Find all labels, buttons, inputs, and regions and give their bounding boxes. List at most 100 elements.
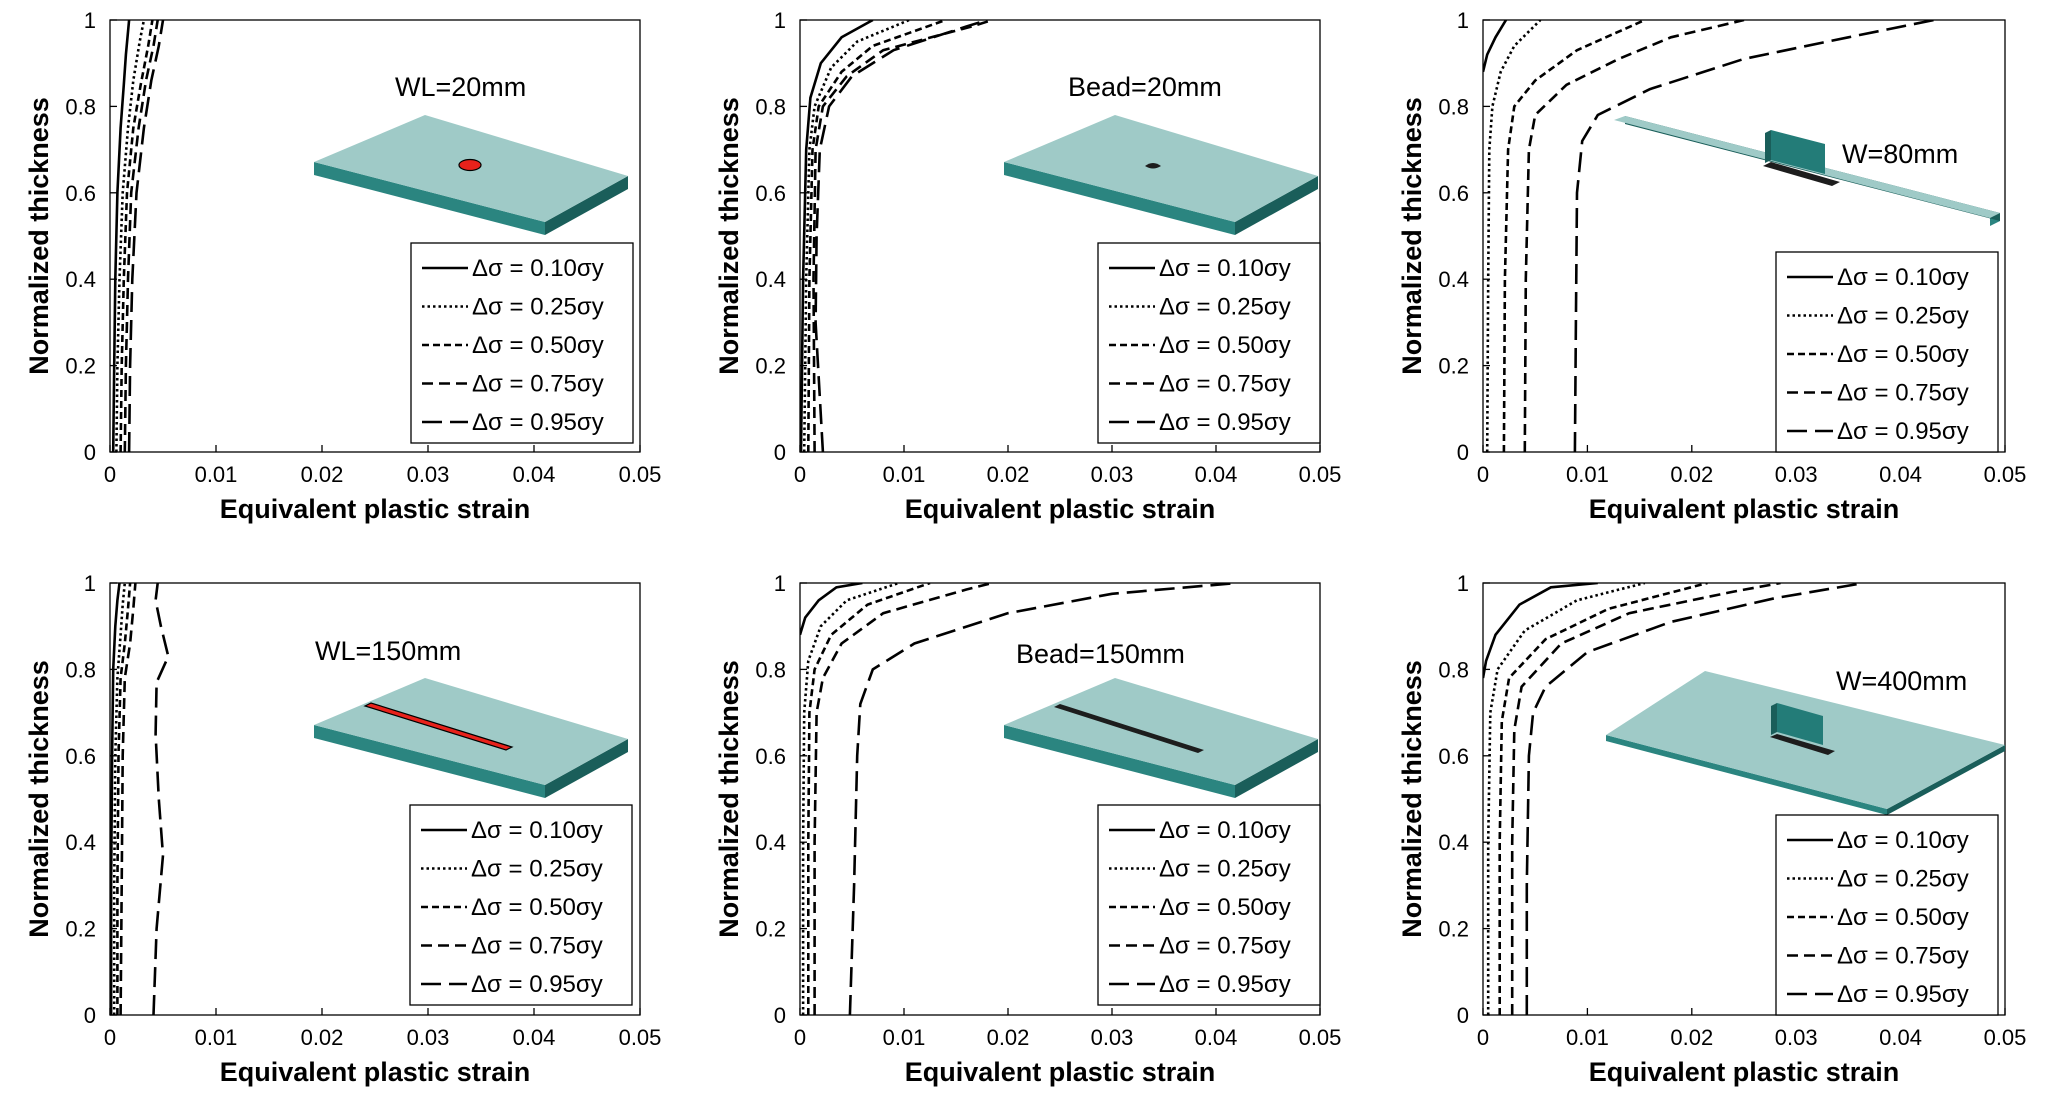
chart-panel-5: 0 0.01 0.02 0.03 0.04 0.05 0 0.2 0.4 0.6 0.8 1 Equiv… bbox=[714, 571, 1341, 1087]
series-line-4 bbox=[123, 20, 159, 452]
x-tick-label: 0.02 bbox=[301, 1025, 344, 1050]
y-tick-label: 1 bbox=[774, 8, 786, 33]
y-tick-label: 0.2 bbox=[65, 354, 96, 379]
legend-entry: Δσ = 0.75σy bbox=[472, 371, 604, 398]
y-tick-label: 0 bbox=[774, 1003, 786, 1028]
x-tick-label: 0 bbox=[1477, 462, 1489, 487]
legend-entry: Δσ = 0.10σy bbox=[1159, 817, 1291, 844]
y-tick-label: 1 bbox=[1457, 571, 1469, 596]
legend-entry: Δσ = 0.50σy bbox=[1159, 332, 1291, 359]
plate-side bbox=[1235, 739, 1318, 798]
legend-entry: Δσ = 0.10σy bbox=[1159, 255, 1291, 282]
legend-entry: Δσ = 0.95σy bbox=[1159, 971, 1291, 998]
x-axis-title: Equivalent plastic strain bbox=[1589, 1057, 1900, 1087]
legend-entry: Δσ = 0.10σy bbox=[472, 255, 604, 282]
x-axis-title: Equivalent plastic strain bbox=[220, 494, 531, 524]
specimen-label: WL=150mm bbox=[315, 636, 461, 666]
legend-entry: Δσ = 0.95σy bbox=[1837, 981, 1969, 1008]
x-tick-label: 0.01 bbox=[883, 1025, 926, 1050]
series-line-2 bbox=[801, 583, 900, 1015]
x-tick-label: 0.02 bbox=[1670, 1025, 1713, 1050]
y-tick-label: 0.4 bbox=[1438, 267, 1469, 292]
legend-entry: Δσ = 0.25σy bbox=[1159, 856, 1291, 883]
plot-area bbox=[109, 19, 641, 453]
y-tick-label: 0.4 bbox=[755, 267, 786, 292]
specimen-inset bbox=[1004, 678, 1318, 798]
legend-entry: Δσ = 0.10σy bbox=[1837, 264, 1969, 291]
y-axis-title: Normalized thickness bbox=[714, 660, 744, 938]
x-tick-label: 0.03 bbox=[1091, 1025, 1134, 1050]
x-tick-label: 0.05 bbox=[1299, 462, 1342, 487]
legend-entry: Δσ = 0.75σy bbox=[1837, 380, 1969, 407]
x-tick-label: 0.01 bbox=[883, 462, 926, 487]
x-tick-label: 0.01 bbox=[1566, 1025, 1609, 1050]
specimen-label: WL=20mm bbox=[395, 72, 526, 102]
legend-entry: Δσ = 0.50σy bbox=[1159, 894, 1291, 921]
chart-panel-4: 0 0.01 0.02 0.03 0.04 0.05 0 0.2 0.4 0.6 0.8 1 Equiv… bbox=[24, 571, 661, 1087]
legend: Δσ = 0.10σy Δσ = 0.25σy Δσ = 0.50σy Δσ = 0.… bbox=[410, 242, 634, 444]
y-tick-label: 0.2 bbox=[65, 917, 96, 942]
weld-bead-mark bbox=[1054, 704, 1204, 753]
legend-entry: Δσ = 0.75σy bbox=[471, 933, 603, 960]
y-tick-label: 0.6 bbox=[65, 181, 96, 206]
x-tick-label: 0.02 bbox=[1670, 462, 1713, 487]
y-axis-title: Normalized thickness bbox=[24, 660, 54, 938]
y-axis-title: Normalized thickness bbox=[1397, 660, 1427, 938]
plot-area bbox=[799, 582, 1321, 1016]
x-tick-label: 0.04 bbox=[513, 1025, 556, 1050]
plot-area bbox=[1482, 582, 2006, 1016]
x-axis-title: Equivalent plastic strain bbox=[220, 1057, 531, 1087]
y-tick-label: 1 bbox=[84, 571, 96, 596]
y-tick-label: 0.6 bbox=[755, 181, 786, 206]
y-tick-label: 0.6 bbox=[755, 744, 786, 769]
series-line-1 bbox=[110, 583, 121, 1015]
y-axis-title: Normalized thickness bbox=[1397, 97, 1427, 375]
x-tick-label: 0.05 bbox=[1299, 1025, 1342, 1050]
y-tick-label: 0.4 bbox=[1438, 830, 1469, 855]
series-line-3 bbox=[807, 20, 947, 452]
chart-panel-6: 0 0.01 0.02 0.03 0.04 0.05 0 0.2 0.4 0.6 0.8 1 Equiv… bbox=[1397, 571, 2026, 1087]
legend-entry: Δσ = 0.50σy bbox=[1837, 904, 1969, 931]
y-tick-label: 0.8 bbox=[65, 657, 96, 682]
series-line-5 bbox=[127, 20, 165, 452]
series-group bbox=[800, 20, 993, 452]
legend-entry: Δσ = 0.95σy bbox=[1159, 409, 1291, 436]
series-line-5 bbox=[152, 583, 170, 1015]
x-tick-label: 0 bbox=[104, 1025, 116, 1050]
legend-entry: Δσ = 0.75σy bbox=[1159, 371, 1291, 398]
y-tick-label: 0 bbox=[1457, 1003, 1469, 1028]
stiffener-plate bbox=[1777, 703, 1823, 745]
legend-entry: Δσ = 0.25σy bbox=[471, 856, 603, 883]
y-tick-label: 0.6 bbox=[1438, 744, 1469, 769]
y-tick-label: 0 bbox=[1457, 440, 1469, 465]
plot-area bbox=[109, 582, 641, 1016]
series-line-5 bbox=[814, 20, 988, 452]
stiffener-plate bbox=[1771, 130, 1825, 174]
x-tick-label: 0.05 bbox=[1984, 462, 2027, 487]
y-tick-label: 0 bbox=[774, 440, 786, 465]
x-tick-label: 0.05 bbox=[1984, 1025, 2027, 1050]
x-tick-label: 0.01 bbox=[195, 462, 238, 487]
x-axis-title: Equivalent plastic strain bbox=[905, 1057, 1216, 1087]
y-tick-label: 0.6 bbox=[1438, 181, 1469, 206]
x-tick-label: 0.05 bbox=[619, 1025, 662, 1050]
legend-box bbox=[1097, 804, 1321, 1006]
specimen-label: W=80mm bbox=[1842, 139, 1958, 169]
chart-panel-2: 0 0.01 0.02 0.03 0.04 0.05 0 0.2 0.4 0.6 0.8 1 Equiv… bbox=[714, 8, 1341, 524]
legend-entry: Δσ = 0.75σy bbox=[1837, 943, 1969, 970]
series-line-1 bbox=[1483, 583, 1598, 679]
plate-side bbox=[545, 739, 628, 798]
series-line-4 bbox=[1523, 20, 1745, 452]
series-line-2 bbox=[1485, 20, 1542, 452]
series-line-4 bbox=[812, 20, 993, 452]
y-tick-label: 0.8 bbox=[1438, 657, 1469, 682]
plate-front bbox=[1004, 162, 1235, 235]
legend-entry: Δσ = 0.50σy bbox=[1837, 341, 1969, 368]
x-tick-label: 0 bbox=[794, 462, 806, 487]
y-tick-label: 0.2 bbox=[755, 917, 786, 942]
series-line-1 bbox=[800, 583, 863, 636]
specimen-inset bbox=[314, 678, 628, 798]
x-tick-label: 0.02 bbox=[301, 462, 344, 487]
y-tick-label: 0.2 bbox=[755, 354, 786, 379]
specimen-inset bbox=[1614, 116, 2000, 226]
